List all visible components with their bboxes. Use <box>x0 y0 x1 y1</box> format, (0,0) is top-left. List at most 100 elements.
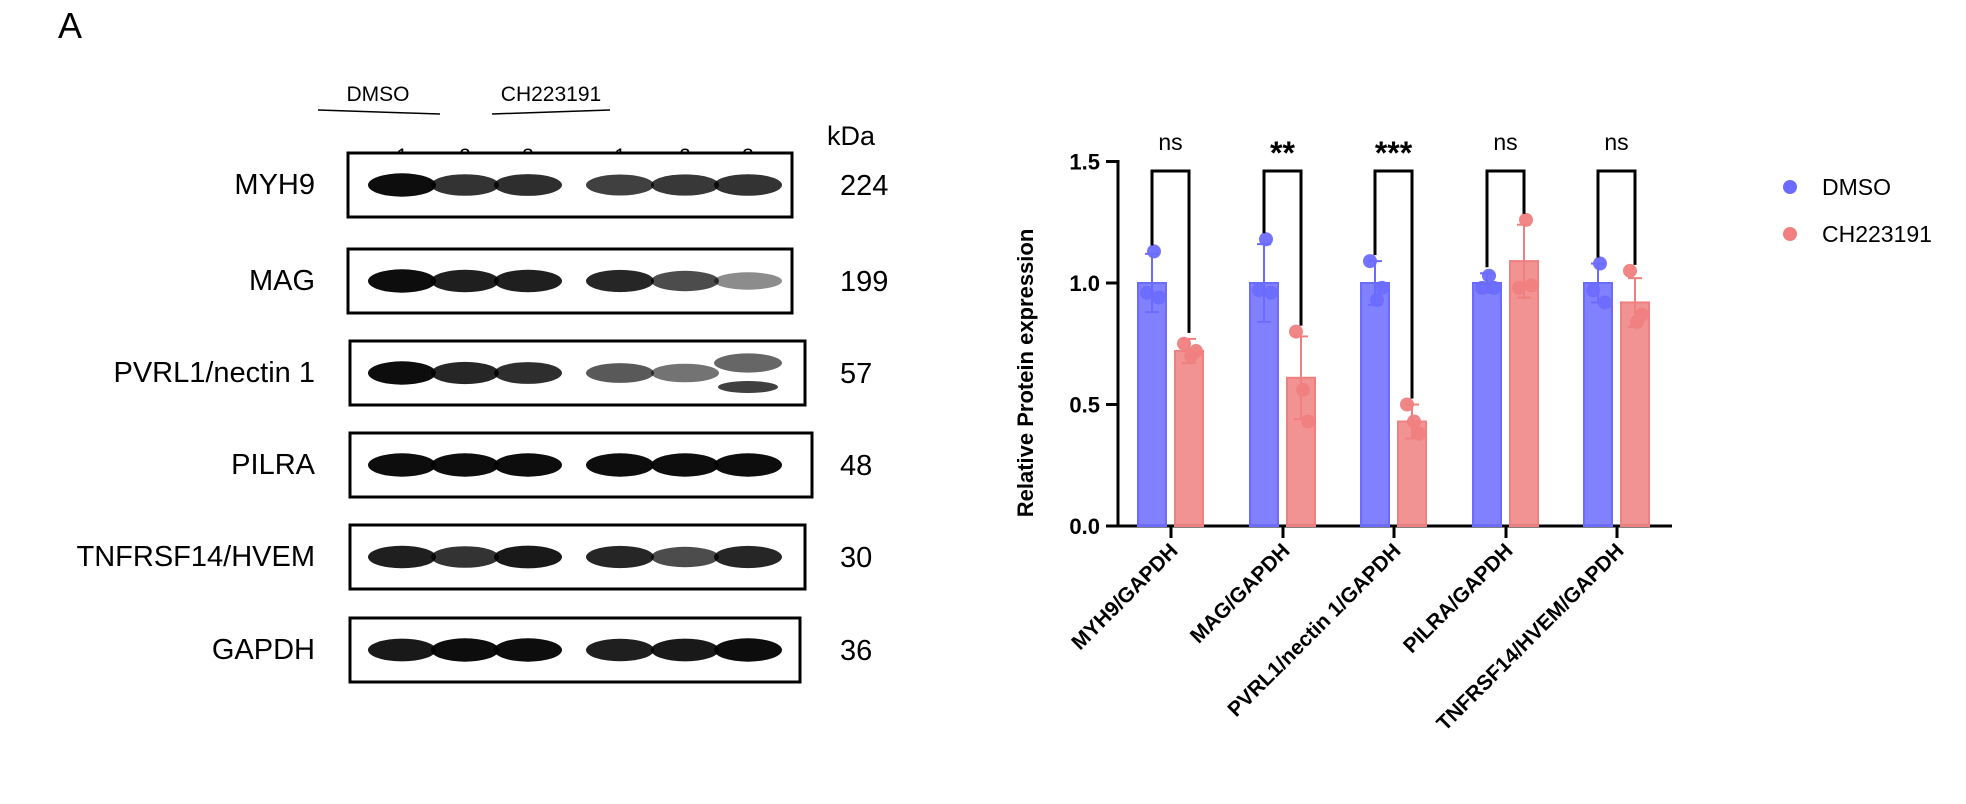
legend-label: CH223191 <box>1822 221 1932 247</box>
kda-value: 30 <box>840 542 872 574</box>
data-point <box>1400 397 1414 412</box>
blot-band <box>714 272 782 290</box>
blot-band <box>586 269 654 293</box>
significance-label: ns <box>1604 129 1628 155</box>
data-point <box>1301 414 1315 429</box>
blot-band <box>431 269 499 293</box>
panel-label: A <box>58 5 82 46</box>
data-point <box>1289 324 1303 339</box>
data-point <box>1189 344 1203 359</box>
legend: DMSO CH223191 <box>1783 174 1932 247</box>
blot-band <box>494 638 562 662</box>
group-line-dmso <box>317 109 441 115</box>
bar <box>1620 301 1650 527</box>
x-tick-label: MAG/GAPDH <box>1186 539 1295 648</box>
blot-band <box>586 545 654 569</box>
data-point <box>1524 278 1538 293</box>
blot-band <box>651 453 719 477</box>
data-point <box>1512 280 1526 295</box>
y-tick-label: 0.0 <box>1069 514 1100 539</box>
blot-row: PILRA 48 <box>231 431 872 499</box>
error-bars <box>1145 223 1642 440</box>
blot-band <box>494 174 562 196</box>
x-tick-label: PILRA/GAPDH <box>1399 539 1518 658</box>
bar <box>1174 350 1204 528</box>
significance-label: ns <box>1158 129 1182 155</box>
blot-band <box>368 269 436 293</box>
x-tick-label: MYH9/GAPDH <box>1067 539 1182 654</box>
blot-band <box>368 453 436 477</box>
data-point <box>1370 293 1384 308</box>
blot-band <box>431 453 499 477</box>
blot-band <box>586 638 654 662</box>
blot-band <box>586 453 654 477</box>
blot-row: PVRL1/nectin 1 57 <box>113 339 872 407</box>
significance-label: ns <box>1493 129 1517 155</box>
blot-band <box>586 363 654 383</box>
significance-label: *** <box>1375 135 1413 171</box>
blot-band <box>586 174 654 196</box>
blot-band <box>431 174 499 196</box>
blot-band <box>368 361 436 385</box>
y-ticks: 0.0 0.5 1.0 1.5 <box>1069 150 1118 539</box>
legend-label: DMSO <box>1822 174 1891 200</box>
kda-value: 199 <box>840 266 888 298</box>
blot-row: TNFRSF14/HVEM 30 <box>77 523 872 591</box>
x-ticks <box>1169 526 1619 538</box>
y-tick-label: 1.5 <box>1069 150 1100 175</box>
blot-band <box>368 173 436 197</box>
x-tick-label: TNFRSF14/HVEM/GAPDH <box>1432 539 1628 735</box>
blot-band <box>714 545 782 569</box>
data-point <box>1635 307 1649 322</box>
data-points <box>1140 212 1649 441</box>
kda-value: 48 <box>840 450 872 482</box>
bar <box>1360 282 1390 527</box>
blot-band <box>494 453 562 477</box>
blot-band <box>714 638 782 662</box>
bar-chart-panel: Relative Protein expression 0.0 0.5 1.0 1.5… <box>1013 129 1932 735</box>
data-point <box>1593 256 1607 271</box>
protein-label: MYH9 <box>234 169 315 201</box>
blot-band <box>718 381 778 393</box>
significance-brackets: ns ** *** ns ns <box>1150 129 1637 399</box>
data-point <box>1152 290 1166 305</box>
blot-band <box>431 638 499 662</box>
blot-band <box>714 453 782 477</box>
group-label-ch223191: CH223191 <box>501 83 601 106</box>
group-label-dmso: DMSO <box>347 83 410 106</box>
blot-band <box>714 174 782 196</box>
protein-label: TNFRSF14/HVEM <box>77 541 315 573</box>
significance-bracket <box>1596 169 1637 265</box>
data-point <box>1482 268 1496 283</box>
data-point <box>1375 280 1389 295</box>
blot-row: GAPDH 36 <box>212 616 872 684</box>
data-point <box>1296 382 1310 397</box>
data-point <box>1598 295 1612 310</box>
significance-label: ** <box>1270 135 1295 171</box>
protein-label: PVRL1/nectin 1 <box>113 357 315 389</box>
protein-label: PILRA <box>231 449 315 481</box>
blot-band <box>651 638 719 662</box>
blot-band <box>651 546 719 568</box>
y-tick-label: 0.5 <box>1069 393 1100 418</box>
data-point <box>1412 426 1426 441</box>
blot-row: MAG 199 <box>249 247 888 315</box>
legend-marker <box>1783 180 1797 194</box>
significance-bracket <box>1485 169 1526 268</box>
blot-band <box>494 545 562 569</box>
data-point <box>1519 212 1533 227</box>
bar <box>1472 282 1502 527</box>
blot-band <box>714 353 782 373</box>
legend-marker <box>1783 227 1797 241</box>
significance-bracket <box>1373 169 1414 399</box>
data-point <box>1475 280 1489 295</box>
data-point <box>1147 244 1161 259</box>
bars <box>1137 260 1650 528</box>
y-tick-label: 1.0 <box>1069 271 1100 296</box>
data-point <box>1487 280 1501 295</box>
kda-value: 36 <box>840 635 872 667</box>
y-axis-label: Relative Protein expression <box>1013 229 1038 518</box>
significance-bracket <box>1150 169 1191 333</box>
